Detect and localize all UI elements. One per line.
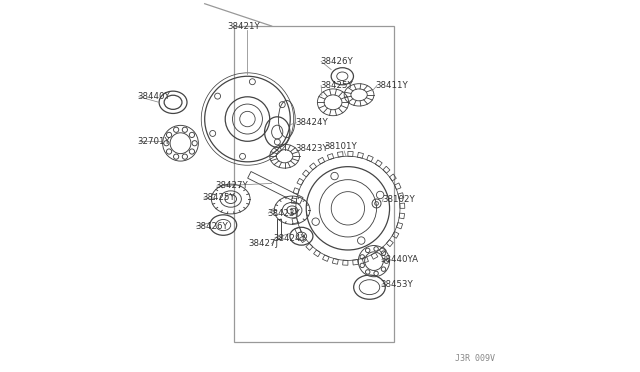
Text: 38427Y: 38427Y bbox=[216, 182, 248, 190]
Text: 32701Y: 32701Y bbox=[138, 137, 170, 146]
Text: 38102Y: 38102Y bbox=[382, 195, 415, 203]
Text: 38424Y: 38424Y bbox=[295, 118, 328, 127]
Text: 38411Y: 38411Y bbox=[376, 81, 408, 90]
Text: 38424Y: 38424Y bbox=[273, 234, 307, 243]
Text: 38453Y: 38453Y bbox=[381, 280, 413, 289]
Text: 38426Y: 38426Y bbox=[195, 222, 228, 231]
Text: 38426Y: 38426Y bbox=[320, 57, 353, 66]
Text: 38425Y: 38425Y bbox=[320, 81, 353, 90]
Text: 38421Y: 38421Y bbox=[227, 22, 260, 31]
Text: 38427J: 38427J bbox=[248, 239, 278, 248]
Text: 38101Y: 38101Y bbox=[325, 142, 358, 151]
Text: J3R 009V: J3R 009V bbox=[455, 355, 495, 363]
Text: 38440YA: 38440YA bbox=[381, 255, 419, 264]
Text: 38440Y: 38440Y bbox=[138, 92, 170, 101]
Text: 38425Y: 38425Y bbox=[203, 193, 236, 202]
Text: 38423Y: 38423Y bbox=[295, 144, 328, 153]
Text: 38423Y: 38423Y bbox=[267, 209, 300, 218]
